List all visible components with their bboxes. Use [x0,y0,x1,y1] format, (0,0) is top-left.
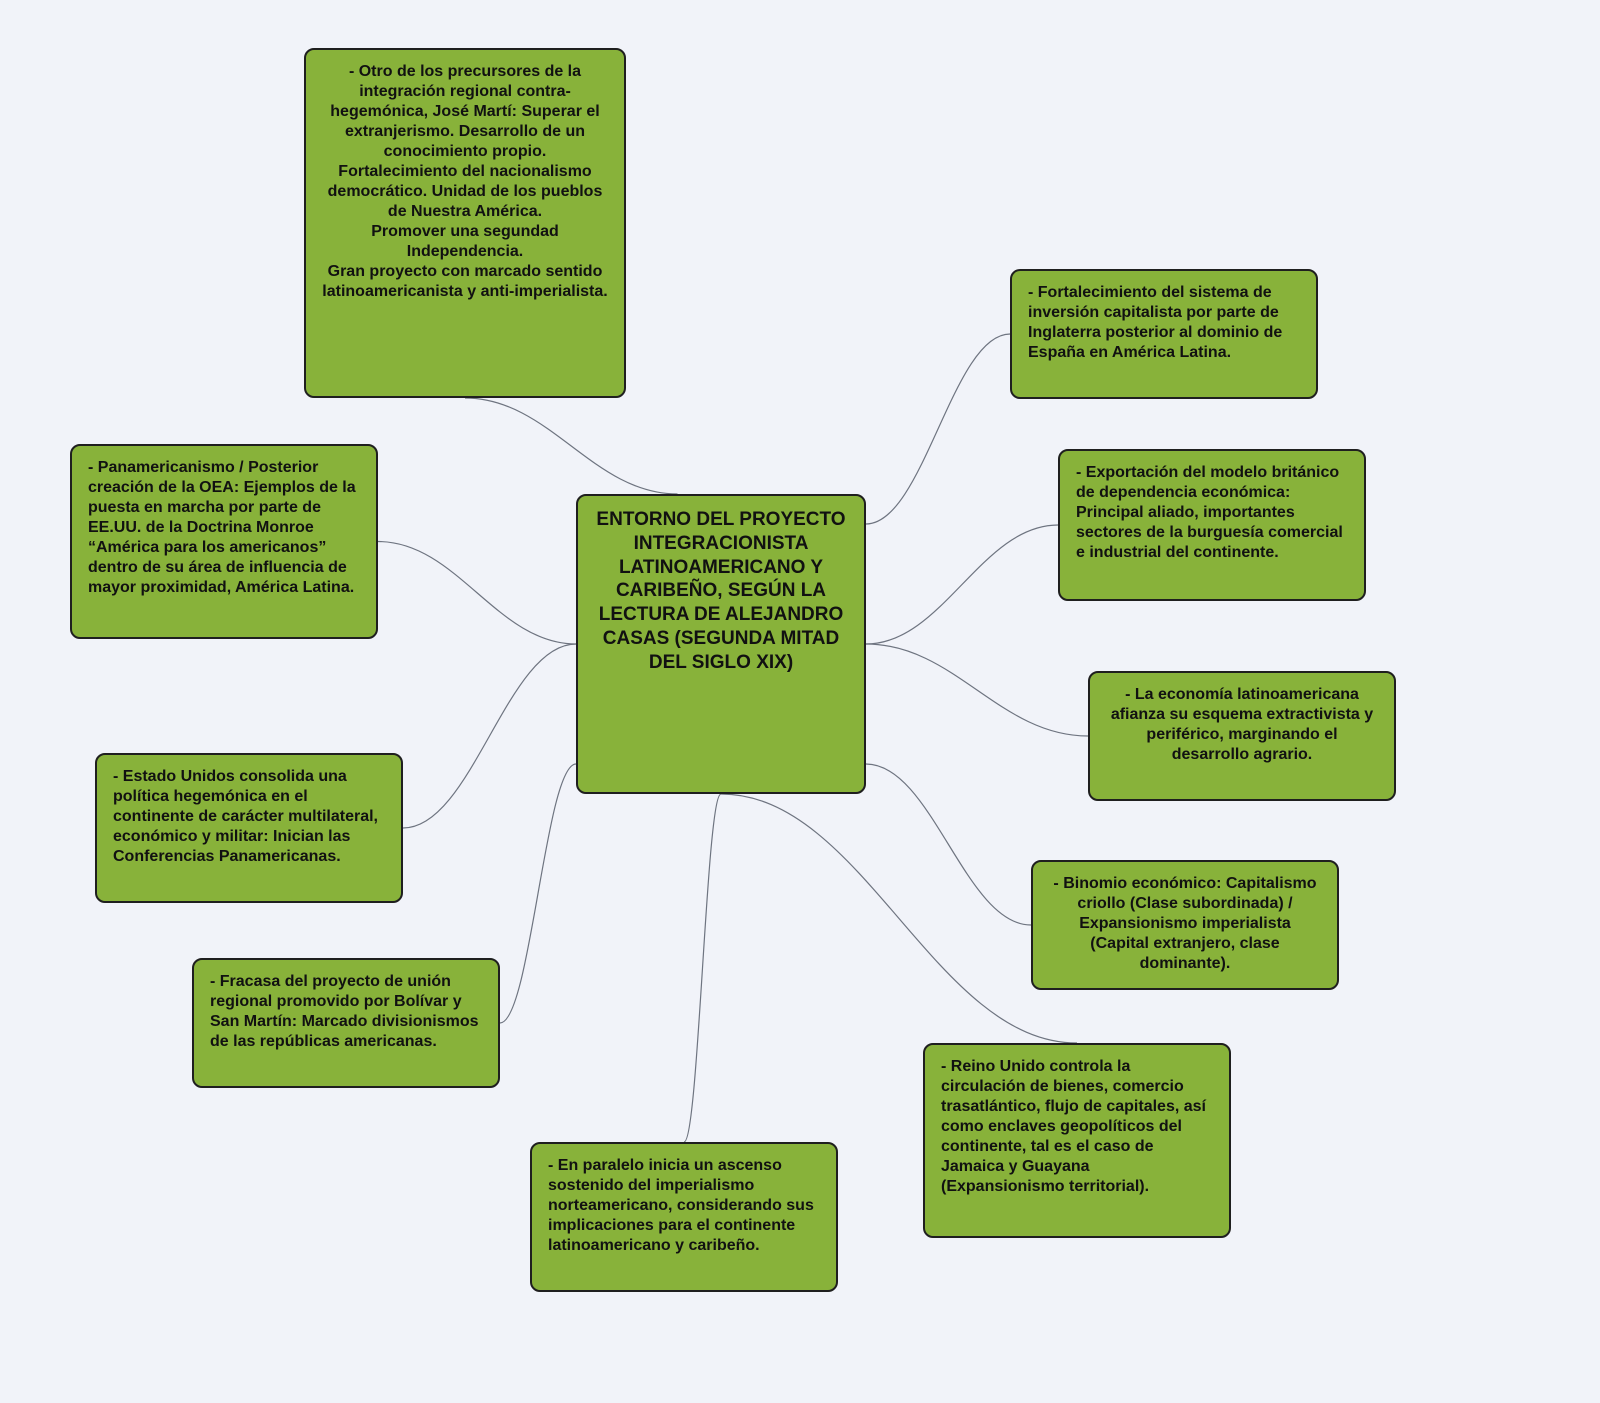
leaf-node-text: - En paralelo inicia un ascenso sostenid… [548,1157,814,1254]
leaf-node-n-britanico: - Exportación del modelo británico de de… [1058,449,1366,601]
edge [500,764,576,1023]
leaf-node-n-oea: - Panamericanismo / Posterior creación d… [70,444,378,639]
edge [866,644,1088,736]
edge [684,794,721,1142]
edge [465,398,678,494]
edge [866,764,1031,925]
leaf-node-text: - Estado Unidos consolida una política h… [113,768,378,865]
edge [866,334,1010,524]
leaf-node-text: - Binomio económico: Capitalismo criollo… [1053,875,1316,972]
mindmap-canvas: ENTORNO DEL PROYECTO INTEGRACIONISTA LAT… [0,0,1600,1403]
center-node-text: ENTORNO DEL PROYECTO INTEGRACIONISTA LAT… [596,509,845,673]
leaf-node-n-imperialismo: - En paralelo inicia un ascenso sostenid… [530,1142,838,1292]
leaf-node-text: - Otro de los precursores de la integrac… [322,63,607,300]
leaf-node-n-reinounido: - Reino Unido controla la circulación de… [923,1043,1231,1238]
leaf-node-text: - Exportación del modelo británico de de… [1076,464,1343,561]
edge [378,542,576,645]
edge [866,525,1058,644]
leaf-node-n-hegemonica: - Estado Unidos consolida una política h… [95,753,403,903]
leaf-node-text: - La economía latinoamericana afianza su… [1111,686,1373,763]
leaf-node-text: - Fracasa del proyecto de unión regional… [210,973,479,1050]
leaf-node-n-binomio: - Binomio económico: Capitalismo criollo… [1031,860,1339,990]
leaf-node-n-bolivar: - Fracasa del proyecto de unión regional… [192,958,500,1088]
leaf-node-text: - Panamericanismo / Posterior creación d… [88,459,356,596]
leaf-node-n-extractivista: - La economía latinoamericana afianza su… [1088,671,1396,801]
leaf-node-text: - Reino Unido controla la circulación de… [941,1058,1206,1195]
leaf-node-n-marti: - Otro de los precursores de la integrac… [304,48,626,398]
leaf-node-text: - Fortalecimiento del sistema de inversi… [1028,284,1282,361]
edge [721,794,1077,1043]
edge [403,644,576,828]
leaf-node-n-inglaterra: - Fortalecimiento del sistema de inversi… [1010,269,1318,399]
center-node: ENTORNO DEL PROYECTO INTEGRACIONISTA LAT… [576,494,866,794]
